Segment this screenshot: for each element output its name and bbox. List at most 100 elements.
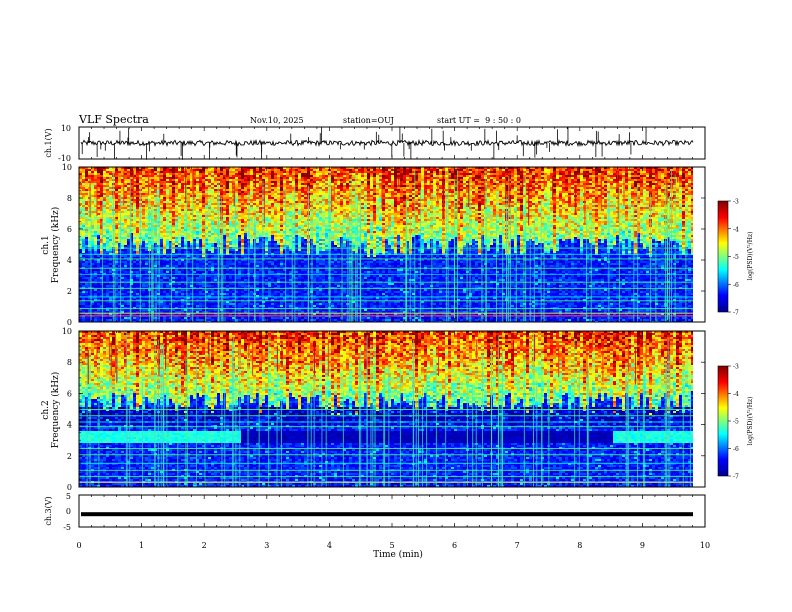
spectrogram-cell bbox=[82, 277, 86, 280]
spectrogram-cell bbox=[124, 183, 128, 186]
spectrogram-cell bbox=[169, 271, 173, 274]
spectrogram-cell bbox=[262, 193, 266, 196]
spectrogram-cell bbox=[232, 187, 236, 190]
spectrogram-cell bbox=[94, 171, 98, 174]
spectrogram-cell bbox=[205, 235, 209, 238]
spectrogram-cell bbox=[238, 213, 242, 216]
spectrogram-cell bbox=[109, 237, 113, 240]
spectrogram-cell bbox=[229, 291, 233, 294]
spectrogram-cell bbox=[163, 239, 167, 242]
spectrogram-cell bbox=[226, 203, 230, 206]
spectrogram-cell bbox=[172, 245, 176, 248]
spectrogram-cell bbox=[196, 291, 200, 294]
spectrogram-cell bbox=[253, 191, 257, 194]
spectrogram-cell bbox=[121, 231, 125, 234]
spectrogram-cell bbox=[259, 195, 263, 198]
spectrogram-cell bbox=[88, 285, 92, 288]
spectrogram-cell bbox=[166, 299, 170, 302]
spectrogram-cell bbox=[127, 211, 131, 214]
spectrogram-cell bbox=[91, 319, 95, 322]
spectrogram-cell bbox=[118, 261, 122, 264]
spectrogram-cell bbox=[187, 237, 191, 240]
spectrogram-cell bbox=[85, 313, 89, 316]
spectrogram-cell bbox=[196, 167, 200, 170]
spectrogram-cell bbox=[226, 205, 230, 208]
spectrogram-cell bbox=[169, 219, 173, 222]
spectrogram-cell bbox=[100, 231, 104, 234]
spectrogram-cell bbox=[79, 257, 83, 260]
spectrogram-cell bbox=[190, 205, 194, 208]
spectrogram-cell bbox=[166, 197, 170, 200]
spectrogram-cell bbox=[82, 239, 86, 242]
spectrogram-cell bbox=[145, 283, 149, 286]
spectrogram-cell bbox=[178, 229, 182, 232]
spectrogram-cell bbox=[115, 211, 119, 214]
spectrogram-cell bbox=[142, 239, 146, 242]
spectrogram-cell bbox=[169, 259, 173, 262]
spectrogram-cell bbox=[163, 223, 167, 226]
spectrogram-cell bbox=[250, 183, 254, 186]
spectrogram-cell bbox=[127, 241, 131, 244]
spectrogram-cell bbox=[184, 209, 188, 212]
spectrogram-cell bbox=[199, 235, 203, 238]
spectrogram-cell bbox=[166, 259, 170, 262]
spectrogram-cell bbox=[238, 313, 242, 316]
spectrogram-cell bbox=[208, 179, 212, 182]
spectrogram-cell bbox=[223, 279, 227, 282]
spectrogram-cell bbox=[94, 179, 98, 182]
spectrogram-cell bbox=[208, 223, 212, 226]
spectrogram-cell bbox=[202, 219, 206, 222]
spectrogram-cell bbox=[127, 319, 131, 322]
spectrogram-cell bbox=[91, 229, 95, 232]
spectrogram-cell bbox=[106, 299, 110, 302]
spectrogram-cell bbox=[223, 193, 227, 196]
spectrogram-cell bbox=[178, 185, 182, 188]
spectrogram-cell bbox=[109, 243, 113, 246]
spectrogram-cell bbox=[256, 283, 260, 286]
spectrogram-cell bbox=[163, 301, 167, 304]
spectrogram-cell bbox=[85, 181, 89, 184]
spectrogram-cell bbox=[79, 215, 83, 218]
spectrogram-cell bbox=[121, 283, 125, 286]
spectrogram-cell bbox=[118, 207, 122, 210]
spectrogram-cell bbox=[223, 233, 227, 236]
spectrogram-cell bbox=[226, 189, 230, 192]
spectrogram-cell bbox=[214, 305, 218, 308]
spectrogram-cell bbox=[172, 175, 176, 178]
spectrogram-cell bbox=[79, 309, 83, 312]
spectrogram-cell bbox=[211, 193, 215, 196]
spectrogram-cell bbox=[142, 311, 146, 314]
spectrogram-cell bbox=[79, 279, 83, 282]
spectrogram-cell bbox=[142, 237, 146, 240]
spectrogram-cell bbox=[136, 283, 140, 286]
spectrogram-cell bbox=[172, 225, 176, 228]
spectrogram-cell bbox=[109, 255, 113, 258]
spectrogram-cell bbox=[208, 283, 212, 286]
spectrogram-cell bbox=[250, 199, 254, 202]
spectrogram-cell bbox=[148, 185, 152, 188]
spectrogram-cell bbox=[190, 309, 194, 312]
spectrogram-cell bbox=[232, 205, 236, 208]
spectrogram-cell bbox=[226, 225, 230, 228]
spectrogram-cell bbox=[115, 215, 119, 218]
spectrogram-cell bbox=[184, 305, 188, 308]
spectrogram-cell bbox=[88, 255, 92, 258]
spectrogram-cell bbox=[127, 251, 131, 254]
spectrogram-cell bbox=[163, 221, 167, 224]
spectrogram-cell bbox=[124, 245, 128, 248]
spectrogram-cell bbox=[145, 275, 149, 278]
spectrogram-cell bbox=[127, 227, 131, 230]
spectrogram-cell bbox=[187, 183, 191, 186]
spectrogram-cell bbox=[199, 201, 203, 204]
spectrogram-cell bbox=[187, 285, 191, 288]
spectrogram-cell bbox=[235, 227, 239, 230]
spectrogram-cell bbox=[235, 201, 239, 204]
spectrogram-cell bbox=[223, 249, 227, 252]
spectrogram-cell bbox=[115, 291, 119, 294]
spectrogram-cell bbox=[100, 289, 104, 292]
spectrogram-cell bbox=[178, 291, 182, 294]
spectrogram-cell bbox=[244, 249, 248, 252]
spectrogram-cell bbox=[256, 179, 260, 182]
spectrogram-cell bbox=[166, 279, 170, 282]
spectrogram-cell bbox=[253, 189, 257, 192]
